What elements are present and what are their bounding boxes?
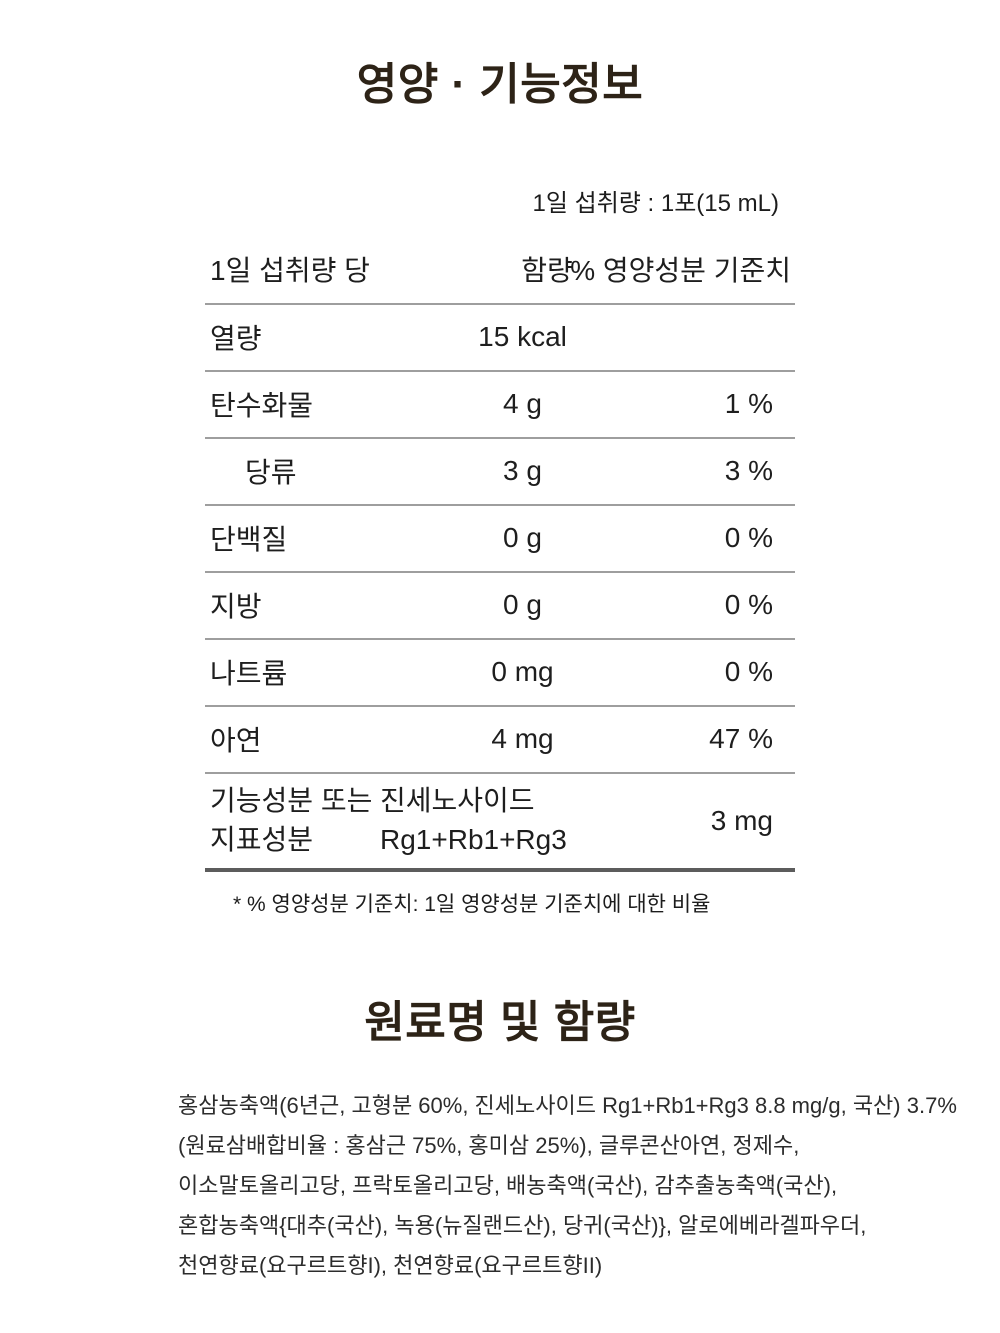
row-label: 기능성분 또는 지표성분 — [205, 782, 380, 859]
ingredients-text-block: 홍삼농축액(6년근, 고형분 60%, 진세노사이드 Rg1+Rb1+Rg3 8… — [178, 1086, 1000, 1286]
row-amount: 4 g — [503, 388, 542, 420]
row-percent: 47 % — [709, 723, 773, 755]
nutrition-table: 1일 섭취량 당 함량 % 영양성분 기준치 열량 15 kcal 탄수화물 4… — [205, 241, 795, 872]
daily-serving-note: 1일 섭취량 : 1포(15 mL) — [532, 189, 779, 217]
daily-value-footnote: * % 영양성분 기준치: 1일 영양성분 기준치에 대한 비율 — [233, 892, 711, 916]
row-label: 탄수화물 — [210, 390, 314, 422]
row-percent: 1 % — [724, 388, 773, 420]
row-label: 당류 — [245, 457, 297, 489]
ingredients-line: 이소말토올리고당, 프락토올리고당, 배농축액(국산), 감추출농축액(국산), — [178, 1173, 838, 1199]
ingredients-line: 천연향료(요구르트향I), 천연향료(요구르트향II) — [178, 1253, 603, 1279]
row-amount: 3 g — [503, 455, 542, 487]
ingredients-line: 홍삼농축액(6년근, 고형분 60%, 진세노사이드 Rg1+Rb1+Rg3 8… — [178, 1093, 957, 1119]
row-amount-line2: Rg1+Rb1+Rg3 — [380, 823, 567, 855]
table-row-carbohydrate: 탄수화물 4 g 1 % — [205, 372, 795, 439]
table-row-sodium: 나트륨 0 mg 0 % — [205, 640, 795, 707]
row-percent: 3 % — [724, 455, 773, 487]
row-amount: 0 mg — [491, 656, 554, 688]
row-label: 단백질 — [210, 524, 288, 556]
table-row-protein: 단백질 0 g 0 % — [205, 506, 795, 573]
table-row-functional-ingredient: 기능성분 또는 지표성분 진세노사이드 Rg1+Rb1+Rg3 3 mg — [205, 774, 795, 872]
ingredients-section-title: 원료명 및 함량 — [364, 997, 636, 1047]
ingredients-line: (원료삼배합비율 : 홍삼근 75%, 홍미삼 25%), 글루콘산아연, 정제… — [178, 1133, 800, 1159]
column-header-per-serving: 1일 섭취량 당 — [210, 254, 370, 286]
row-percent: 0 % — [724, 656, 773, 688]
row-amount-line1: 진세노사이드 — [380, 784, 535, 816]
row-percent: 0 % — [724, 522, 773, 554]
table-row-calories: 열량 15 kcal — [205, 305, 795, 372]
nutrition-section-title: 영양 · 기능정보 — [356, 60, 644, 109]
row-label: 아연 — [210, 725, 262, 757]
row-amount: 0 g — [503, 589, 542, 621]
nutrition-table-header-row: 1일 섭취량 당 함량 % 영양성분 기준치 — [205, 241, 795, 305]
row-label: 열량 — [210, 323, 262, 355]
row-amount: 0 g — [503, 522, 542, 554]
column-header-daily-value-percent: % 영양성분 기준치 — [570, 254, 791, 286]
column-header-amount: 함량 — [521, 254, 573, 286]
row-label: 나트륨 — [210, 658, 288, 690]
table-row-zinc: 아연 4 mg 47 % — [205, 707, 795, 774]
row-amount: 15 kcal — [478, 321, 567, 353]
table-row-sugars: 당류 3 g 3 % — [205, 439, 795, 506]
row-label-line2: 지표성분 — [210, 823, 314, 855]
row-amount: 진세노사이드 Rg1+Rb1+Rg3 — [380, 782, 665, 859]
row-label-line1: 기능성분 또는 — [210, 784, 373, 816]
table-row-fat: 지방 0 g 0 % — [205, 573, 795, 640]
row-percent: 3 mg — [710, 804, 773, 836]
row-percent: 0 % — [724, 589, 773, 621]
ingredients-line: 혼합농축액{대추(국산), 녹용(뉴질랜드산), 당귀(국산)}, 알로에베라겔… — [178, 1213, 867, 1239]
row-label: 지방 — [210, 591, 262, 623]
row-amount: 4 mg — [491, 723, 554, 755]
